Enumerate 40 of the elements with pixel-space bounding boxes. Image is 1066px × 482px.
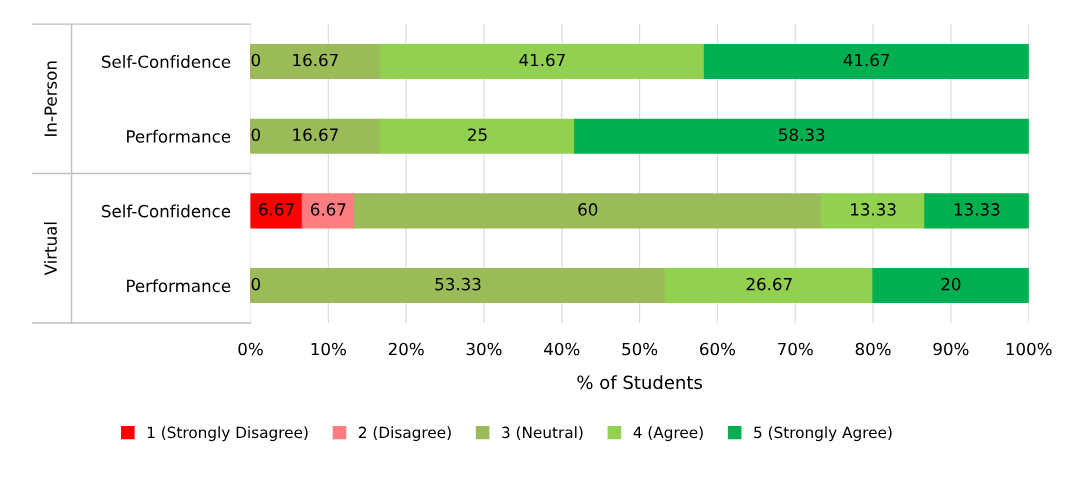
- data-label: 16.67: [293, 128, 338, 141]
- legend-label: 2 (Disagree): [358, 426, 451, 442]
- x-tick-label: 30%: [466, 342, 502, 356]
- data-label: 16.67: [293, 53, 338, 67]
- x-axis-title: % of Students: [577, 375, 702, 390]
- y-tick-label: Self-Confidence: [102, 55, 231, 69]
- x-tick-label: 20%: [388, 342, 424, 356]
- x-tick-label: 40%: [544, 342, 580, 356]
- data-label: 6.67: [259, 203, 294, 216]
- x-tick-label: 50%: [622, 342, 658, 356]
- legend-label: 1 (Strongly Disagree): [147, 426, 308, 442]
- data-label: 26.67: [746, 277, 792, 291]
- legend-label: 5 (Strongly Agree): [754, 426, 892, 442]
- data-label: 6.67: [310, 203, 346, 216]
- x-tick-label: 10%: [311, 342, 346, 356]
- legend-label: 4 (Agree): [633, 426, 703, 442]
- text: Virtual: [44, 222, 57, 276]
- data-label: 41.67: [519, 53, 565, 67]
- y-tick-label: Performance: [127, 129, 231, 143]
- data-label: 20: [941, 277, 961, 291]
- x-tick-label: 0%: [238, 342, 263, 356]
- data-label: 25: [468, 128, 487, 141]
- data-label: 53.33: [435, 277, 481, 291]
- y-tick-label: Self-Confidence: [102, 204, 231, 218]
- data-label: 0: [251, 277, 261, 291]
- data-label: 0: [251, 53, 261, 67]
- x-tick-label: 80%: [855, 342, 891, 356]
- legend-label: 3 (Neutral): [502, 426, 583, 440]
- data-label: 0: [251, 128, 261, 141]
- x-tick-label: 70%: [778, 342, 813, 356]
- x-tick-label: 60%: [700, 342, 736, 356]
- data-label: 58.33: [779, 128, 825, 141]
- data-label: 41.67: [843, 53, 890, 67]
- data-label: 13.33: [851, 203, 896, 216]
- data-label: 13.33: [954, 203, 1000, 216]
- x-tick-label: 100%: [1006, 342, 1052, 356]
- data-label: 60: [578, 203, 598, 216]
- text: In-Person: [44, 61, 57, 136]
- y-tick-label: Performance: [127, 279, 231, 293]
- x-tick-label: 90%: [933, 342, 969, 356]
